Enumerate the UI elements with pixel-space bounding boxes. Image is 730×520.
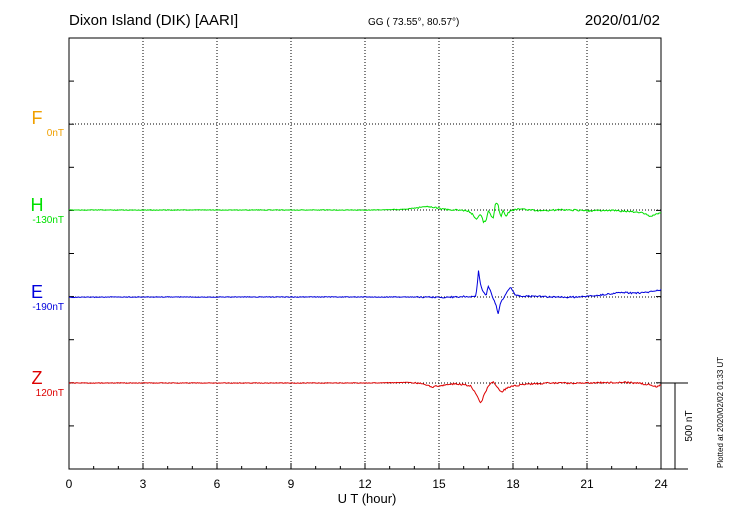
x-tick-label: 18 [506,477,520,491]
series-layer [68,202,662,404]
channel-label-e: E -190nT [2,283,72,313]
x-tick-label: 6 [214,477,221,491]
x-axis-label: U T (hour) [338,491,397,506]
channel-name-e: E [30,282,43,302]
channel-baseline-h: -130nT [32,215,64,226]
grid-layer [69,38,661,469]
series-line-e [68,270,662,314]
coordinates-label: GG ( 73.55°, 80.57°) [368,17,460,28]
scale-bar: 500 nT [661,382,695,470]
plotted-at-credit: Plotted at 2020/02/02 01:33 UT [716,356,725,468]
x-tick-label: 9 [288,477,295,491]
series-line-z [68,380,662,404]
tick-layer: 0 3 6 9 12 15 18 21 24 [66,37,668,491]
channel-label-h: H -130nT [2,196,72,226]
station-title: Dixon Island (DIK) [AARI] [69,12,239,29]
scale-bar-label: 500 nT [684,410,695,441]
channel-baseline-f: 0nT [46,128,64,139]
x-tick-label: 0 [66,477,73,491]
date-label: 2020/01/02 [584,12,660,29]
channel-name-z: Z [31,368,43,388]
channel-name-f: F [31,108,43,128]
channel-name-h: H [30,195,44,215]
channel-label-z: Z 120nT [2,369,72,399]
x-tick-label: 15 [432,477,446,491]
channel-baseline-e: -190nT [32,302,64,313]
x-tick-label: 21 [580,477,594,491]
channel-baseline-z: 120nT [35,388,64,399]
channel-label-f: F 0nT [2,109,72,139]
x-tick-label: 3 [140,477,147,491]
x-tick-label: 12 [358,477,372,491]
series-line-h [69,202,662,224]
x-tick-label: 24 [654,477,668,491]
